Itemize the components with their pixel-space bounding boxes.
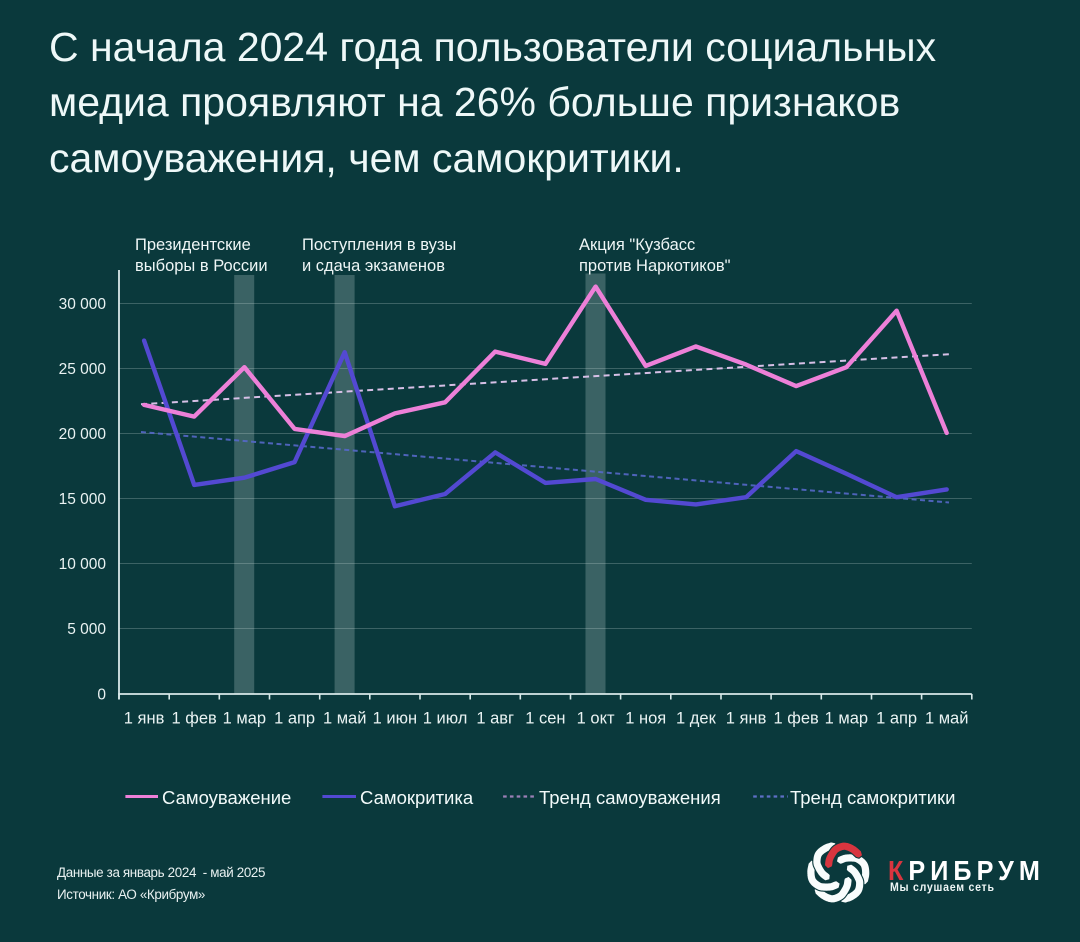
svg-text:15 000: 15 000: [59, 491, 107, 508]
svg-text:1 окт: 1 окт: [577, 710, 615, 728]
svg-text:1 мар: 1 мар: [825, 710, 868, 728]
svg-text:1 мар: 1 мар: [223, 710, 266, 728]
svg-text:5 000: 5 000: [67, 621, 106, 638]
svg-text:25 000: 25 000: [59, 361, 107, 378]
svg-text:10 000: 10 000: [59, 556, 107, 573]
svg-text:0: 0: [97, 686, 106, 703]
svg-text:1 фев: 1 фев: [774, 710, 820, 728]
svg-text:1 ноя: 1 ноя: [625, 710, 666, 728]
svg-text:1 фев: 1 фев: [172, 710, 218, 728]
svg-text:1 сен: 1 сен: [525, 710, 565, 728]
svg-text:1 июн: 1 июн: [373, 710, 417, 728]
svg-text:1 апр: 1 апр: [876, 710, 917, 728]
svg-text:1 янв: 1 янв: [124, 710, 165, 728]
svg-text:1 янв: 1 янв: [726, 710, 767, 728]
svg-text:1 авг: 1 авг: [476, 710, 514, 728]
svg-text:20 000: 20 000: [59, 426, 107, 443]
svg-text:1 май: 1 май: [323, 710, 367, 728]
svg-text:1 май: 1 май: [925, 710, 969, 728]
svg-text:1 июл: 1 июл: [423, 710, 468, 728]
svg-text:30 000: 30 000: [59, 296, 107, 313]
svg-text:1 апр: 1 апр: [274, 710, 315, 728]
svg-text:1 дек: 1 дек: [676, 710, 717, 728]
